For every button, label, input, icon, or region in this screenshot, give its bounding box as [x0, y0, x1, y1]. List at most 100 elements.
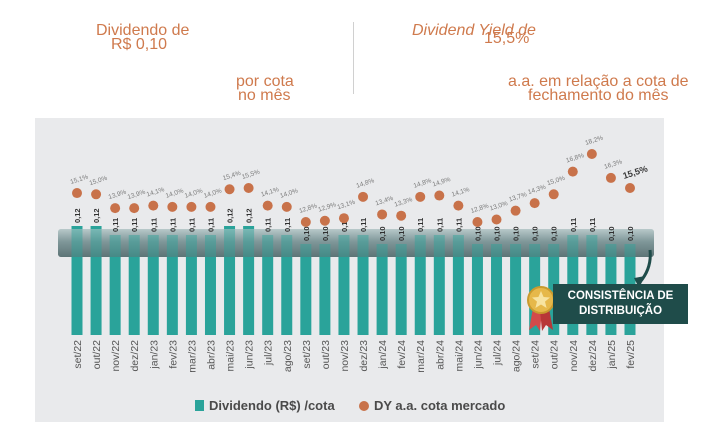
x-tick-label: fev/24 [396, 340, 408, 369]
x-tick-label: set/24 [530, 340, 542, 369]
legend-dot: DY a.a. cota mercado [359, 398, 505, 413]
bar-abr/24 [433, 235, 445, 335]
dividend-kpi-sub1: por cota [236, 73, 294, 90]
x-tick-label: abr/24 [434, 340, 446, 370]
dy-point-dez/24 [586, 149, 597, 159]
x-tick-label: dez/22 [129, 340, 141, 372]
yield-kpi-sub1: a.a. em relação a cota de [508, 73, 689, 90]
dy-point-dez/22 [129, 203, 140, 214]
dy-value-label: 14,1% [146, 186, 166, 198]
bar-value-label: 0,11 [187, 218, 196, 232]
dy-point-set/23 [300, 217, 311, 227]
bar-value-label: 0,11 [416, 218, 425, 232]
dy-point-mai/24 [453, 200, 464, 211]
bar-value-label: 0,11 [111, 218, 120, 232]
bar-value-label: 0,12 [226, 208, 235, 223]
dy-value-label: 15,1% [69, 174, 89, 186]
bar-value-label: 0,12 [245, 208, 254, 223]
bar-value-label: 0,11 [130, 218, 139, 232]
callout-line2: DISTRIBUIÇÃO [578, 305, 663, 317]
dy-point-jan/25 [605, 172, 616, 183]
dy-point-jul/24 [491, 214, 502, 225]
bar-value-label: 0,11 [149, 218, 158, 232]
dy-value-label: 14,0% [165, 187, 185, 199]
yield-kpi-sub2: fechamento do mês [528, 87, 669, 104]
kpi-divider [353, 22, 354, 94]
dy-value-label: 13,7% [508, 191, 528, 203]
x-tick-label: ago/24 [511, 340, 523, 372]
x-tick-label: nov/22 [110, 340, 122, 372]
bar-value-label: 0,10 [397, 226, 406, 241]
dy-point-nov/23 [338, 213, 349, 224]
x-tick-label: out/23 [320, 340, 332, 369]
dy-value-label: 12,8% [298, 202, 318, 214]
dy-point-mar/23 [186, 201, 197, 212]
dy-point-set/22 [72, 188, 82, 199]
x-tick-label: nov/23 [339, 340, 351, 372]
callout-arrow-head [634, 276, 645, 288]
bar-nov/22 [109, 235, 121, 335]
dy-value-label: 15,0% [546, 175, 566, 187]
x-tick-label: out/22 [91, 340, 103, 369]
x-tick-label: mai/23 [225, 340, 237, 372]
bar-value-label: 0,11 [168, 218, 177, 232]
dy-value-label: 12,8% [470, 202, 490, 214]
bar-jun/23 [243, 226, 255, 335]
dy-point-out/24 [548, 189, 559, 200]
bar-mai/24 [452, 235, 464, 335]
dy-point-fev/25 [625, 183, 635, 193]
x-tick-label: jul/24 [492, 340, 504, 366]
bar-set/23 [300, 244, 312, 335]
dy-point-set/24 [529, 198, 540, 209]
dy-point-jan/23 [148, 200, 159, 211]
x-tick-label: out/24 [549, 340, 561, 369]
callout-line1: CONSISTÊNCIA DE [567, 290, 674, 302]
dy-point-abr/24 [434, 190, 445, 201]
x-tick-label: jun/23 [244, 340, 256, 370]
dy-value-label: 14,8% [413, 177, 433, 189]
bar-value-label: 0,10 [512, 226, 521, 241]
bar-value-label: 0,10 [626, 226, 635, 241]
dy-point-jan/24 [377, 209, 388, 220]
dy-point-ago/24 [510, 205, 521, 216]
x-tick-label: abr/23 [205, 340, 217, 370]
yield-kpi-label: Dividend Yield de [412, 22, 536, 39]
bar-mai/23 [224, 226, 236, 335]
dy-value-label: 13,9% [127, 189, 147, 201]
bar-value-label: 0,11 [569, 218, 578, 232]
bar-value-label: 0,10 [493, 226, 502, 241]
bar-fev/24 [395, 244, 407, 335]
bar-value-label: 0,10 [321, 226, 330, 241]
dy-point-jul/23 [262, 200, 273, 211]
dy-value-label: 14,0% [184, 187, 204, 199]
bar-value-label: 0,10 [550, 226, 559, 241]
dy-value-label: 15,5% [241, 168, 261, 180]
dy-point-mai/23 [224, 184, 235, 195]
bar-value-label: 0,11 [283, 218, 292, 232]
x-tick-label: dez/24 [587, 340, 599, 372]
x-tick-label: fev/25 [625, 340, 637, 369]
dy-point-out/23 [319, 215, 330, 226]
dy-point-jun/23 [243, 183, 254, 193]
bar-out/23 [319, 244, 331, 335]
dy-value-label: 15,5% [622, 164, 649, 181]
dy-value-label: 14,0% [203, 187, 223, 199]
bar-mar/23 [185, 235, 197, 335]
dy-point-fev/23 [167, 201, 178, 212]
bar-value-label: 0,10 [302, 226, 311, 241]
dy-point-nov/24 [567, 166, 578, 177]
bar-dez/23 [357, 235, 369, 335]
bar-ago/23 [281, 235, 293, 335]
x-tick-label: mai/24 [453, 340, 465, 372]
bar-out/22 [90, 226, 102, 335]
bar-fev/23 [166, 235, 178, 335]
bar-mar/24 [414, 235, 426, 335]
bar-nov/23 [338, 235, 350, 335]
bar-abr/23 [204, 235, 216, 335]
x-tick-label: jun/24 [472, 340, 484, 370]
dy-value-label: 15,0% [89, 175, 109, 187]
legend-dot-label: DY a.a. cota mercado [374, 398, 506, 413]
dy-value-label: 13,1% [336, 199, 356, 211]
dy-value-label: 14,3% [527, 184, 547, 196]
